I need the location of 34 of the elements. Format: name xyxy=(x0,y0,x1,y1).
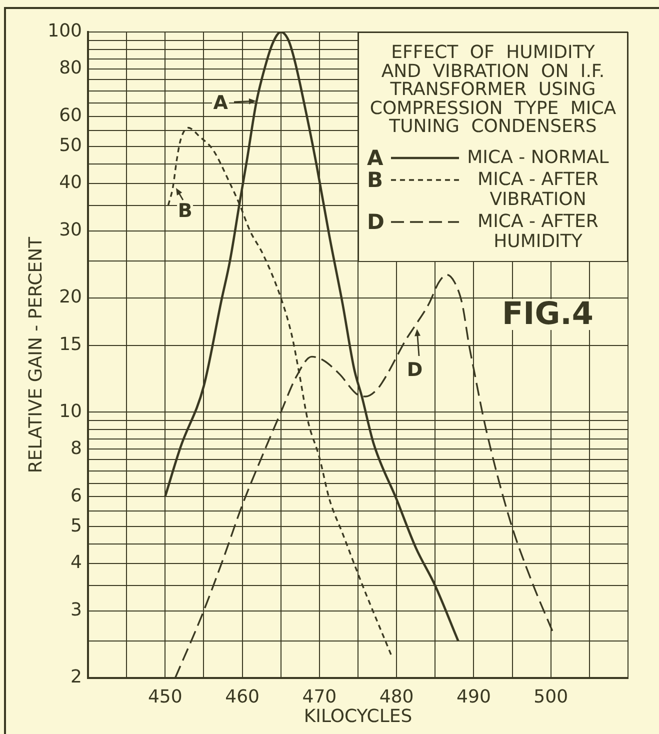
annotation: A xyxy=(212,92,229,114)
y-axis-title: RELATIVE GAIN - PERCENT xyxy=(25,236,46,474)
x-axis-title: KILOCYCLES xyxy=(304,706,412,727)
y-tick-label: 5 xyxy=(70,515,82,536)
x-tick-label: 500 xyxy=(534,686,568,708)
y-tick-label: 30 xyxy=(59,219,82,240)
y-tick-label: 100 xyxy=(48,20,82,42)
x-tick-label: 450 xyxy=(148,686,182,708)
x-tick-label: 480 xyxy=(379,686,414,708)
legend-label: MICA - AFTER VIBRATION xyxy=(476,168,600,210)
x-tick-label: 490 xyxy=(456,686,491,708)
y-tick-label: 2 xyxy=(70,666,82,688)
y-tick-label: 4 xyxy=(70,552,82,574)
annotation: FIG.4 xyxy=(501,296,595,332)
y-tick-label: 15 xyxy=(59,334,82,355)
y-tick-label: 6 xyxy=(70,485,82,506)
x-tick-label: 460 xyxy=(225,686,260,708)
text: B xyxy=(367,168,384,192)
text: D xyxy=(367,210,384,234)
y-tick-label: 80 xyxy=(59,58,82,79)
y-tick-label: 3 xyxy=(70,600,82,621)
y-tick-label: 10 xyxy=(59,400,82,422)
text: EFFECT OF HUMIDITY AND VIBRATION ON I.F. TRANSFORMER USING COMPRESSION TYPE MICA TUNING CONDENSERS xyxy=(368,42,618,137)
annotation: D xyxy=(406,359,424,382)
y-tick-label: 40 xyxy=(59,172,82,193)
x-tick-label: 470 xyxy=(302,686,337,708)
text: A xyxy=(367,146,384,170)
legend-label: MICA - AFTER HUMIDITY xyxy=(476,210,600,252)
y-tick-label: 60 xyxy=(59,105,82,126)
annotation: B xyxy=(176,200,194,222)
y-tick-label: 20 xyxy=(59,286,82,308)
y-tick-label: 50 xyxy=(59,135,82,156)
y-tick-label: 8 xyxy=(70,438,82,459)
legend-label: MICA - NORMAL xyxy=(466,146,610,168)
